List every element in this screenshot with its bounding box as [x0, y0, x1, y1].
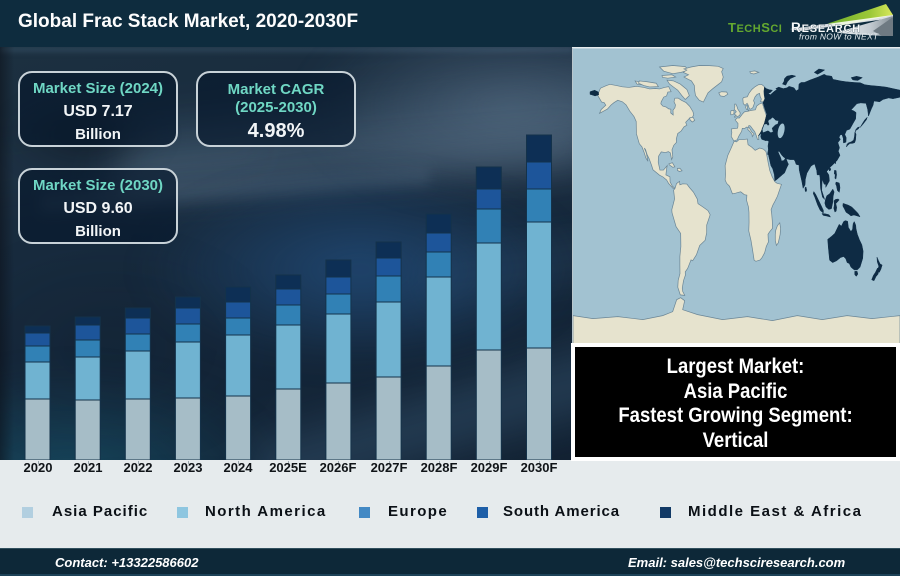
svg-text:TECHSCI: TECHSCI: [728, 20, 782, 35]
svg-text:from NOW to NEXT: from NOW to NEXT: [799, 32, 879, 42]
svg-text:RESEARCH: RESEARCH: [791, 20, 861, 35]
